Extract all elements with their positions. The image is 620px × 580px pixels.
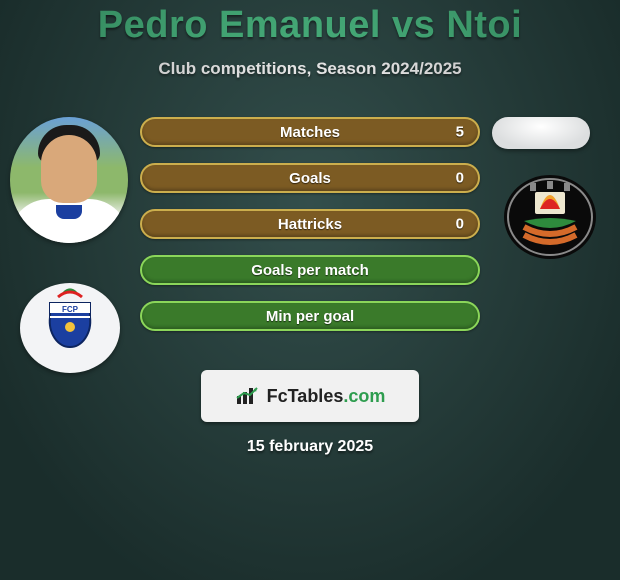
club-crest-left: FCP [20,283,120,373]
brand-bars-icon [235,386,261,406]
club-crest-right [500,171,600,261]
brand-main: FcTables [267,386,344,406]
subtitle: Club competitions, Season 2024/2025 [0,59,620,79]
date-text: 15 february 2025 [0,438,620,456]
stat-value-right: 0 [456,170,464,187]
player-avatar-right-placeholder [492,117,590,149]
stat-value-right: 5 [456,124,464,141]
brand-logo: FcTables.com [201,370,419,422]
stat-bar-hattricks: Hattricks 0 [140,209,480,239]
stat-bar-goals: Goals 0 [140,163,480,193]
avatar-collar [56,205,82,219]
player-avatar-left-art [10,117,128,243]
title-player-left: Pedro Emanuel [98,4,381,46]
stat-label: Goals per match [251,262,369,279]
stat-bars: Matches 5 Goals 0 Hattricks 0 Goals per … [140,117,480,347]
avatar-face [41,135,97,203]
rioave-crest-icon [500,171,600,261]
stat-value-right: 0 [456,216,464,233]
brand-text: FcTables.com [267,386,386,407]
porto-crest-icon: FCP [20,283,120,373]
stat-bar-min-per-goal: Min per goal [140,301,480,331]
svg-text:FCP: FCP [62,305,79,314]
stat-bar-goals-per-match: Goals per match [140,255,480,285]
page-title: Pedro Emanuel vs Ntoi [0,0,620,47]
stat-label: Hattricks [278,216,342,233]
title-player-right: Ntoi [446,4,522,46]
stat-label: Goals [289,170,331,187]
stat-label: Min per goal [266,308,354,325]
title-vs: vs [381,4,446,46]
stat-bar-matches: Matches 5 [140,117,480,147]
stat-label: Matches [280,124,340,141]
brand-suffix: .com [343,386,385,406]
player-avatar-left [10,117,128,243]
